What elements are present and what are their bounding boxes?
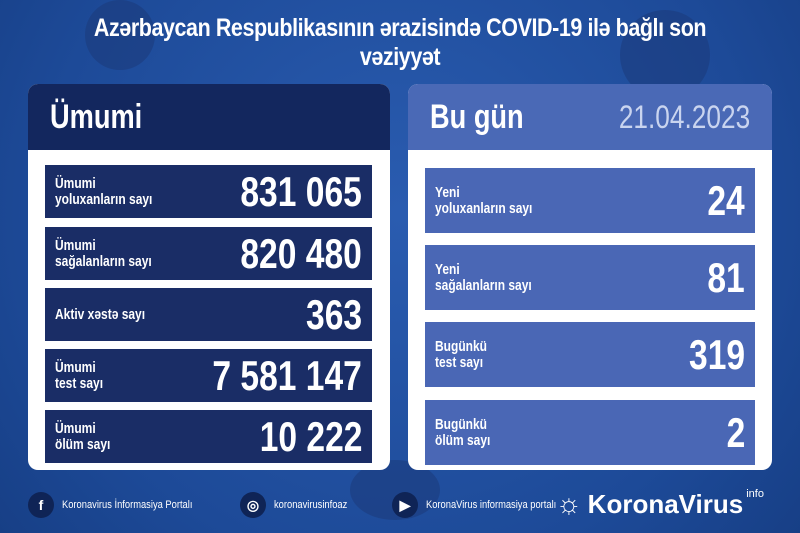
stat-row: Bugünkü ölüm sayı 2 bbox=[425, 400, 755, 465]
koronavirus-logo: ☼ KoronaVirus info bbox=[556, 488, 764, 520]
stat-value: 10 222 bbox=[259, 412, 362, 460]
today-heading: Bu gün bbox=[430, 97, 524, 136]
stat-label: Bugünkü test sayı bbox=[435, 337, 487, 371]
virus-decoration bbox=[85, 0, 155, 70]
today-header: Bu gün 21.04.2023 bbox=[408, 84, 772, 150]
stat-value: 81 bbox=[707, 253, 745, 301]
stat-label: Yeni yoluxanların sayı bbox=[435, 183, 533, 217]
brand-name: KoronaVirus bbox=[587, 488, 744, 519]
youtube-link[interactable]: KoronaVirus informasiya portalı bbox=[426, 499, 557, 511]
stat-value: 7 581 147 bbox=[212, 351, 362, 399]
stat-value: 2 bbox=[726, 408, 745, 456]
stat-label: Ümumi ölüm sayı bbox=[55, 419, 111, 453]
stat-label: Yeni sağalanların sayı bbox=[435, 260, 532, 294]
stat-value: 363 bbox=[305, 290, 362, 338]
brand-sup: info bbox=[746, 488, 764, 500]
facebook-icon[interactable]: f bbox=[28, 492, 54, 518]
stat-row: Yeni sağalanların sayı 81 bbox=[425, 245, 755, 310]
stat-value: 831 065 bbox=[240, 167, 362, 215]
social-links: f Koronavirus İnformasiya Portalı ◎ korona… bbox=[28, 492, 579, 518]
stat-label: Ümumi sağalanların sayı bbox=[55, 236, 152, 270]
stat-row: Bugünkü test sayı 319 bbox=[425, 322, 755, 387]
stat-value: 820 480 bbox=[240, 229, 362, 277]
total-header: Ümumi bbox=[28, 84, 390, 150]
page-title: Azərbaycan Respublikasının ərazisində CO… bbox=[93, 14, 707, 71]
stat-row: Ümumi sağalanların sayı 820 480 bbox=[45, 227, 372, 280]
stat-row: Ümumi test sayı 7 581 147 bbox=[45, 349, 372, 402]
date: 21.04.2023 bbox=[618, 98, 750, 135]
stat-label: Ümumi yoluxanların sayı bbox=[55, 174, 153, 208]
stat-label: Aktiv xəstə sayı bbox=[55, 305, 146, 323]
total-heading: Ümumi bbox=[50, 97, 143, 136]
total-panel: Ümumi Ümumi yoluxanların sayı 831 065 Ümu… bbox=[28, 84, 390, 470]
instagram-link[interactable]: koronavirusinfoaz bbox=[274, 499, 348, 511]
stat-value: 24 bbox=[707, 176, 745, 224]
stat-label: Ümumi test sayı bbox=[55, 358, 104, 392]
today-panel: Bu gün 21.04.2023 Yeni yoluxanların sayı 2… bbox=[408, 84, 772, 470]
sun-virus-icon: ☼ bbox=[556, 488, 582, 519]
stat-row: Ümumi yoluxanların sayı 831 065 bbox=[45, 165, 372, 218]
facebook-link[interactable]: Koronavirus İnformasiya Portalı bbox=[62, 499, 193, 511]
youtube-icon[interactable]: ▶ bbox=[392, 492, 418, 518]
stat-row: Aktiv xəstə sayı 363 bbox=[45, 288, 372, 341]
stat-label: Bugünkü ölüm sayı bbox=[435, 415, 491, 449]
stat-row: Ümumi ölüm sayı 10 222 bbox=[45, 410, 372, 463]
instagram-icon[interactable]: ◎ bbox=[240, 492, 266, 518]
stat-row: Yeni yoluxanların sayı 24 bbox=[425, 168, 755, 233]
stat-value: 319 bbox=[688, 330, 745, 378]
